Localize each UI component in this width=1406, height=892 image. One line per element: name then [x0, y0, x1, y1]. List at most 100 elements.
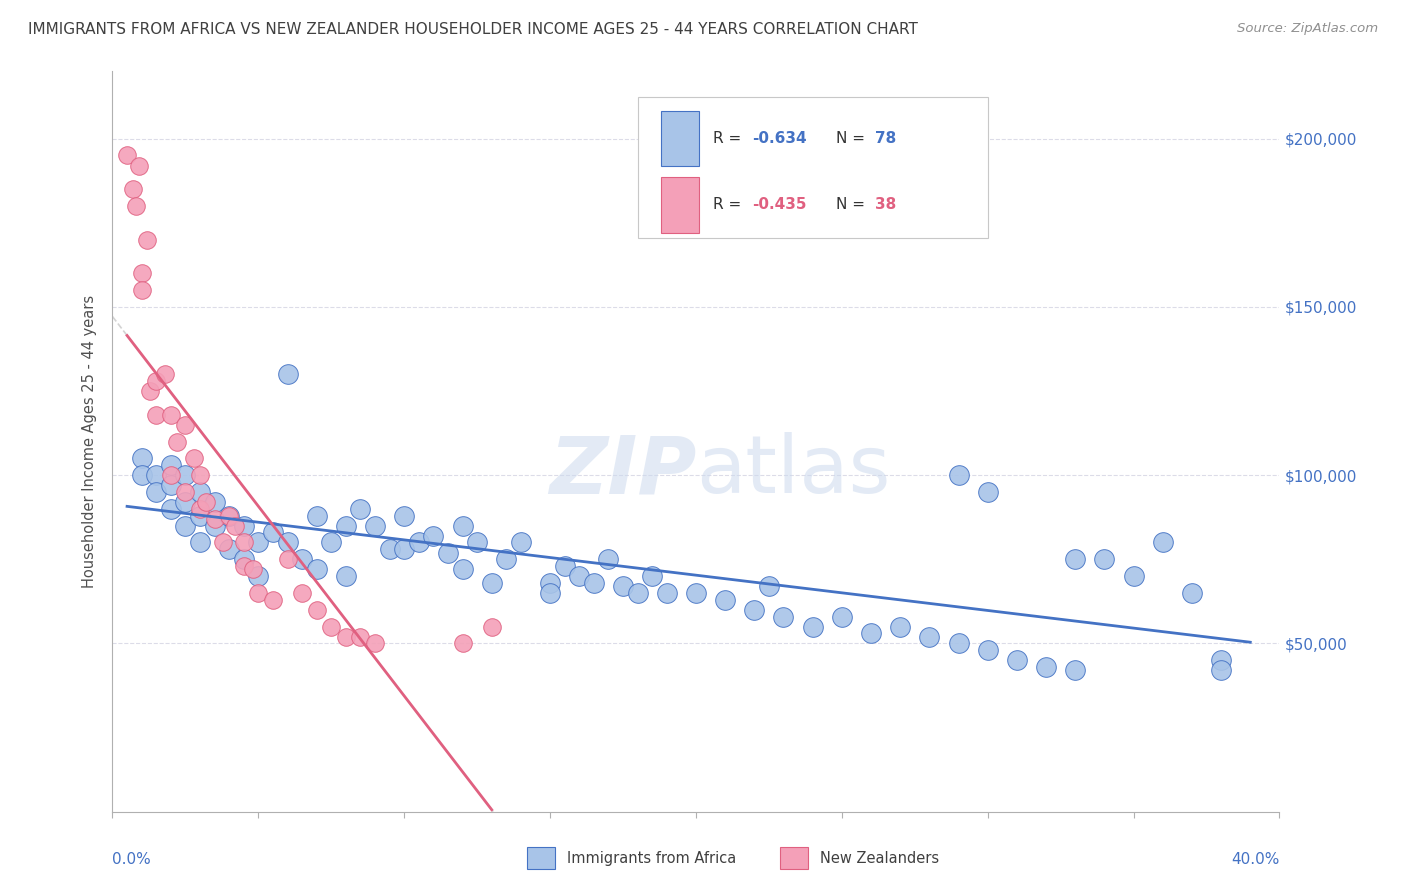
Point: [128, 159, 150, 173]
Bar: [661, 178, 699, 233]
Point: [131, 266, 153, 280]
Point: [218, 542, 240, 557]
Point: [598, 552, 620, 566]
Point: [145, 485, 167, 500]
Point: [183, 451, 205, 466]
Point: [364, 636, 387, 650]
Point: [321, 535, 343, 549]
Text: Immigrants from Africa: Immigrants from Africa: [567, 851, 735, 865]
Point: [495, 552, 517, 566]
FancyBboxPatch shape: [638, 97, 987, 238]
Point: [153, 368, 176, 382]
Point: [1152, 535, 1174, 549]
Point: [232, 535, 254, 549]
Point: [166, 434, 188, 449]
Text: ZIP: ZIP: [548, 432, 696, 510]
Text: R =: R =: [713, 131, 747, 145]
Point: [291, 552, 314, 566]
Point: [125, 199, 148, 213]
Point: [918, 630, 941, 644]
Point: [451, 562, 474, 576]
Point: [1035, 660, 1057, 674]
Bar: [661, 111, 699, 166]
Point: [276, 535, 298, 549]
Point: [224, 518, 246, 533]
Point: [232, 518, 254, 533]
Point: [160, 468, 183, 483]
Point: [1094, 552, 1116, 566]
Point: [538, 575, 561, 590]
Point: [1064, 664, 1087, 678]
Point: [655, 586, 678, 600]
Point: [335, 630, 357, 644]
Point: [160, 501, 183, 516]
Text: Source: ZipAtlas.com: Source: ZipAtlas.com: [1237, 22, 1378, 36]
Point: [188, 485, 211, 500]
Point: [188, 501, 211, 516]
Point: [232, 552, 254, 566]
Point: [465, 535, 488, 549]
Point: [218, 508, 240, 523]
Point: [242, 562, 264, 576]
Point: [641, 569, 664, 583]
Point: [321, 619, 343, 633]
Text: atlas: atlas: [696, 432, 890, 510]
Point: [335, 518, 357, 533]
Point: [742, 603, 765, 617]
Point: [188, 468, 211, 483]
Point: [1122, 569, 1144, 583]
Point: [262, 525, 284, 540]
Point: [160, 458, 183, 472]
Point: [276, 552, 298, 566]
Point: [451, 636, 474, 650]
Text: -0.634: -0.634: [752, 131, 807, 145]
Point: [139, 384, 162, 398]
Point: [160, 408, 183, 422]
Point: [1181, 586, 1204, 600]
Point: [860, 626, 883, 640]
Point: [408, 535, 430, 549]
Point: [451, 518, 474, 533]
Point: [1005, 653, 1028, 667]
Point: [174, 495, 197, 509]
Point: [204, 495, 226, 509]
Text: N =: N =: [837, 131, 870, 145]
Point: [1209, 653, 1232, 667]
Point: [1064, 552, 1087, 566]
Point: [948, 636, 970, 650]
Point: [394, 542, 416, 557]
Text: 38: 38: [875, 197, 896, 212]
Point: [481, 619, 503, 633]
Point: [305, 562, 328, 576]
Point: [247, 535, 270, 549]
Point: [378, 542, 401, 557]
Point: [174, 485, 197, 500]
Point: [976, 485, 998, 500]
Point: [364, 518, 387, 533]
Text: R =: R =: [713, 197, 747, 212]
Y-axis label: Householder Income Ages 25 - 44 years: Householder Income Ages 25 - 44 years: [82, 295, 97, 588]
Point: [422, 529, 444, 543]
Point: [174, 518, 197, 533]
Point: [122, 182, 145, 196]
Point: [115, 148, 138, 162]
Point: [335, 569, 357, 583]
Point: [174, 417, 197, 432]
Point: [247, 586, 270, 600]
Text: 40.0%: 40.0%: [1232, 853, 1279, 867]
Point: [568, 569, 591, 583]
Point: [291, 586, 314, 600]
Point: [889, 619, 911, 633]
Point: [538, 586, 561, 600]
Point: [582, 575, 605, 590]
Point: [801, 619, 824, 633]
Point: [145, 468, 167, 483]
Point: [772, 609, 794, 624]
Point: [627, 586, 650, 600]
Text: New Zealanders: New Zealanders: [820, 851, 939, 865]
Point: [232, 559, 254, 574]
Point: [685, 586, 707, 600]
Point: [276, 368, 298, 382]
Point: [131, 283, 153, 297]
Point: [714, 592, 737, 607]
